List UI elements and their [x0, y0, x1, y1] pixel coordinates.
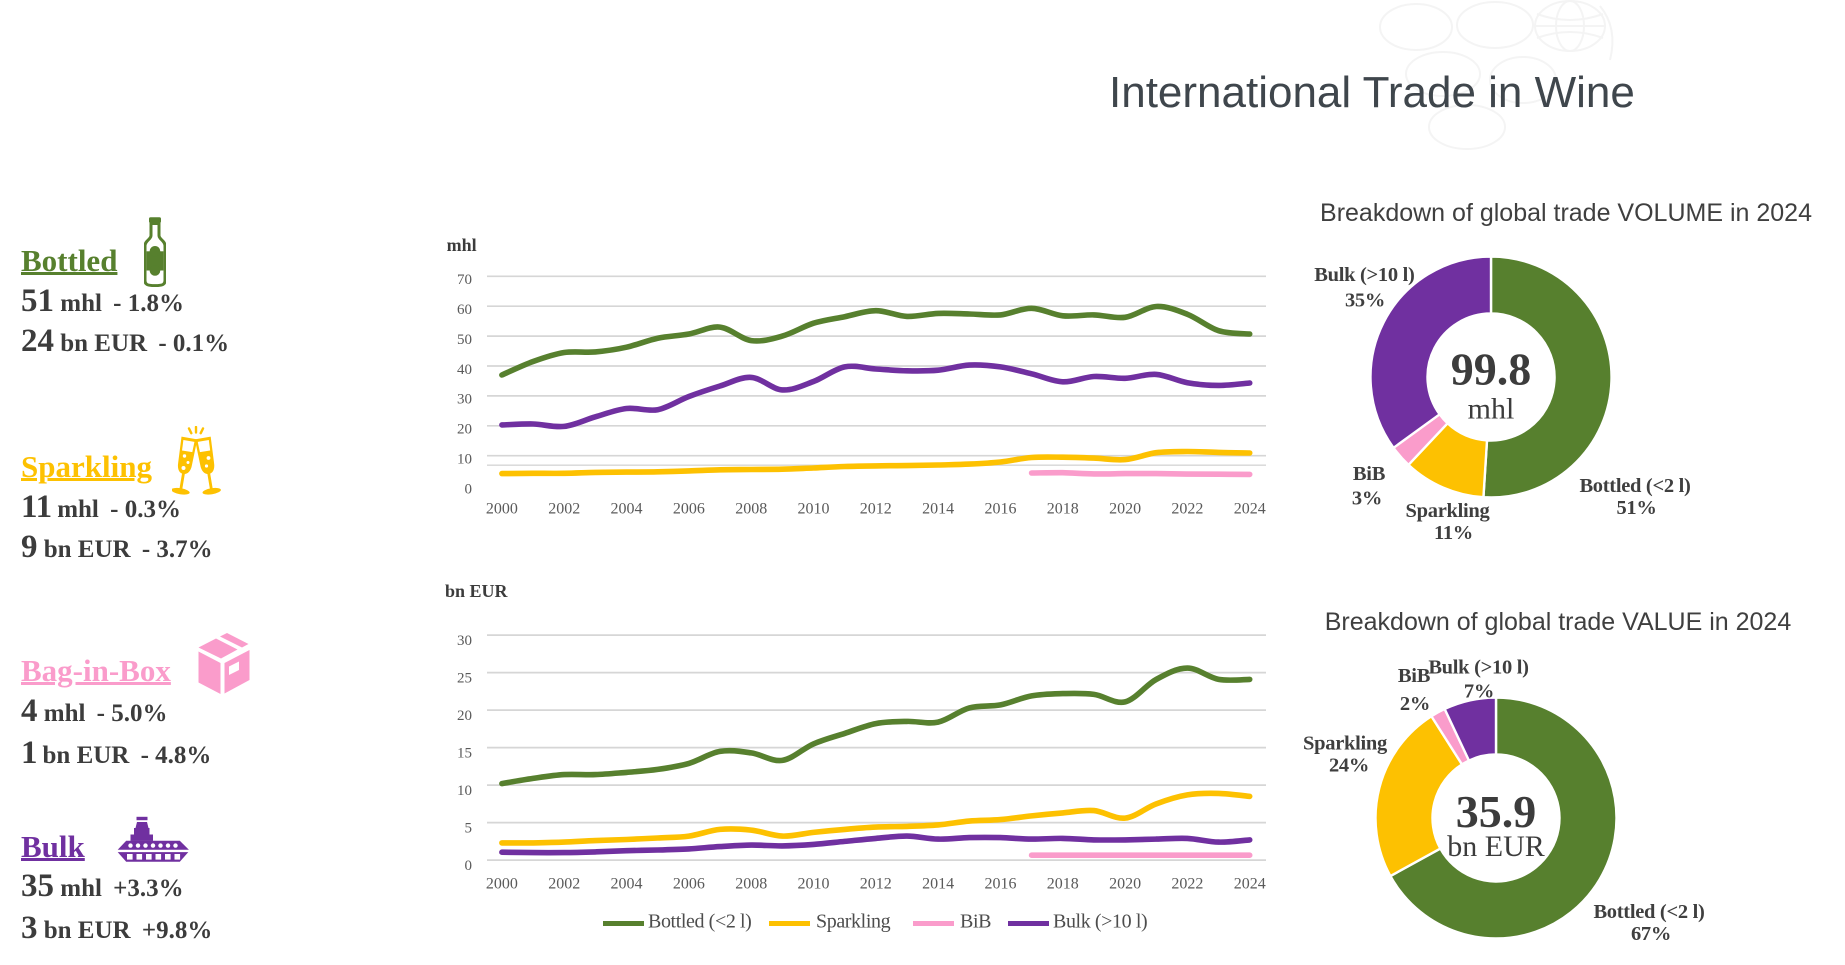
- svg-text:Sparkling: Sparkling: [1406, 500, 1491, 522]
- svg-text:2006: 2006: [673, 501, 705, 518]
- svg-text:2022: 2022: [1171, 876, 1203, 893]
- svg-text:70: 70: [457, 272, 472, 288]
- svg-text:BiB: BiB: [1353, 463, 1386, 485]
- svg-text:7%: 7%: [1464, 681, 1494, 703]
- svg-text:Sparkling: Sparkling: [816, 911, 891, 933]
- svg-text:2010: 2010: [798, 501, 830, 518]
- svg-text:2014: 2014: [922, 876, 954, 893]
- svg-text:mhl: mhl: [1468, 392, 1515, 425]
- svg-text:2004: 2004: [611, 501, 643, 518]
- svg-text:2014: 2014: [922, 501, 954, 518]
- svg-text:Bulk (>10 l): Bulk (>10 l): [1314, 264, 1414, 286]
- svg-text:Bulk (>10 l): Bulk (>10 l): [1053, 911, 1147, 933]
- svg-text:40: 40: [457, 362, 472, 378]
- svg-text:51%: 51%: [1616, 497, 1656, 519]
- svg-text:30: 30: [457, 633, 472, 649]
- svg-text:bn EUR: bn EUR: [445, 581, 509, 601]
- svg-text:2024: 2024: [1234, 876, 1266, 893]
- svg-text:Bottled (<2 l): Bottled (<2 l): [1593, 901, 1704, 923]
- svg-text:2000: 2000: [486, 876, 518, 893]
- svg-text:5: 5: [465, 821, 473, 837]
- svg-text:bn EUR: bn EUR: [1447, 830, 1545, 863]
- svg-text:15: 15: [457, 746, 472, 762]
- svg-text:25: 25: [457, 671, 472, 687]
- svg-text:Bottled (<2 l): Bottled (<2 l): [648, 911, 751, 933]
- svg-text:20: 20: [457, 708, 472, 724]
- svg-text:2016: 2016: [985, 876, 1017, 893]
- svg-text:0: 0: [465, 858, 473, 874]
- svg-text:2002: 2002: [548, 501, 580, 518]
- svg-text:Bottled (<2 l): Bottled (<2 l): [1579, 475, 1690, 497]
- svg-text:50: 50: [457, 332, 472, 348]
- svg-text:BiB: BiB: [1398, 665, 1431, 687]
- svg-text:2022: 2022: [1171, 501, 1203, 518]
- svg-text:60: 60: [457, 302, 472, 318]
- svg-text:2012: 2012: [860, 876, 892, 893]
- svg-text:2020: 2020: [1109, 501, 1141, 518]
- svg-text:0: 0: [465, 481, 473, 497]
- svg-text:2020: 2020: [1109, 876, 1141, 893]
- svg-text:2008: 2008: [735, 501, 767, 518]
- svg-text:3%: 3%: [1352, 488, 1382, 510]
- svg-text:99.8: 99.8: [1451, 343, 1532, 394]
- svg-text:BiB: BiB: [960, 911, 991, 933]
- svg-text:2008: 2008: [735, 876, 767, 893]
- svg-text:2002: 2002: [548, 876, 580, 893]
- svg-text:11%: 11%: [1434, 522, 1473, 544]
- svg-text:2024: 2024: [1234, 501, 1266, 518]
- svg-text:20: 20: [457, 422, 472, 438]
- svg-text:2018: 2018: [1047, 876, 1079, 893]
- svg-text:35%: 35%: [1345, 290, 1385, 312]
- svg-text:2%: 2%: [1400, 693, 1430, 715]
- svg-text:2006: 2006: [673, 876, 705, 893]
- svg-text:2018: 2018: [1047, 501, 1079, 518]
- svg-text:10: 10: [457, 452, 472, 468]
- svg-text:24%: 24%: [1329, 755, 1369, 777]
- svg-text:2004: 2004: [611, 876, 643, 893]
- svg-text:Sparkling: Sparkling: [1303, 733, 1388, 755]
- svg-text:2000: 2000: [486, 501, 518, 518]
- svg-text:2016: 2016: [985, 501, 1017, 518]
- svg-text:mhl: mhl: [447, 235, 477, 255]
- svg-text:10: 10: [457, 783, 472, 799]
- svg-text:2012: 2012: [860, 501, 892, 518]
- svg-text:67%: 67%: [1631, 923, 1671, 945]
- svg-text:Bulk (>10 l): Bulk (>10 l): [1428, 657, 1528, 679]
- svg-text:30: 30: [457, 392, 472, 408]
- svg-text:2010: 2010: [798, 876, 830, 893]
- svg-text:35.9: 35.9: [1456, 786, 1537, 837]
